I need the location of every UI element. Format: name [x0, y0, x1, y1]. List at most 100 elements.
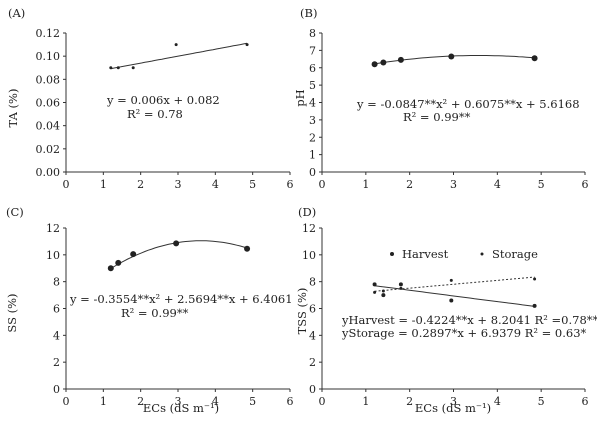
data-point [532, 303, 537, 308]
y-axis-label: pH [293, 89, 307, 106]
x-tick-label: 0 [319, 395, 326, 408]
y-tick-label: 10 [46, 249, 60, 262]
x-axis-label: ECs (dS m⁻¹) [143, 401, 219, 415]
y-tick-label: 0.00 [36, 166, 61, 179]
y-tick-label: 1 [309, 149, 316, 162]
x-tick-label: 6 [582, 178, 589, 191]
x-tick-label: 5 [249, 178, 256, 191]
y-tick-label: 2 [309, 356, 316, 369]
equation-label: R² = 0.78 [127, 107, 183, 121]
data-point [448, 53, 455, 60]
data-point [398, 282, 403, 287]
x-tick-label: 4 [494, 395, 501, 408]
chart-panel: 0.00 0.02 0.04 0.06 0.08 0.10 0.12 0 1 2 3 4 5 6 (A) TA… [6, 6, 294, 191]
x-tick-label: 0 [63, 178, 70, 191]
x-tick-label: 6 [582, 395, 589, 408]
y-tick-label: 8 [309, 276, 316, 289]
y-tick-label: 2 [309, 131, 316, 144]
y-tick-label: 4 [309, 329, 316, 342]
data-point [107, 265, 114, 272]
data-point [381, 289, 385, 293]
y-tick-label: 0 [53, 383, 60, 396]
data-point [173, 240, 180, 247]
data-point [372, 282, 377, 287]
y-tick-label: 0.04 [36, 120, 61, 133]
y-tick-label: 8 [309, 27, 316, 40]
x-axis-label: ECs (dS m⁻¹) [415, 401, 491, 415]
y-tick-label: 0 [309, 383, 316, 396]
y-tick-label: 0.08 [36, 73, 61, 86]
y-axis-label: TSS (%) [295, 288, 309, 335]
data-point [131, 66, 135, 70]
x-tick-label: 2 [137, 178, 144, 191]
panel-label: (A) [8, 6, 25, 20]
x-tick-label: 2 [406, 178, 413, 191]
x-tick-label: 3 [450, 395, 457, 408]
x-tick-label: 0 [319, 178, 326, 191]
x-tick-label: 6 [287, 395, 294, 408]
data-point [449, 298, 454, 303]
data-point [244, 245, 251, 252]
y-tick-label: 5 [309, 79, 316, 92]
data-point [380, 59, 387, 66]
data-point [533, 277, 537, 281]
y-tick-label: 12 [302, 222, 316, 235]
data-point [399, 286, 403, 290]
y-tick-label: 2 [53, 356, 60, 369]
legend-label: Storage [492, 247, 538, 261]
data-point [115, 259, 122, 266]
data-point [373, 290, 377, 294]
equation-label: y = 0.006x + 0.082 [106, 93, 220, 107]
x-tick-label: 6 [287, 178, 294, 191]
y-tick-label: 6 [53, 303, 60, 316]
data-point [397, 56, 404, 63]
y-tick-label: 4 [309, 97, 316, 110]
x-tick-label: 2 [406, 395, 413, 408]
legend-label: Harvest [402, 247, 449, 261]
y-tick-label: 0.02 [36, 143, 61, 156]
equation-label: yHarvest = -0.4224**x + 8.2041 R² =0.78*… [341, 313, 597, 327]
data-point [130, 251, 137, 258]
x-tick-label: 2 [137, 395, 144, 408]
data-point [371, 61, 378, 68]
data-point [449, 278, 453, 282]
equation-label: y = -0.3554**x² + 2.5694**x + 6.4061 [69, 292, 293, 306]
y-tick-label: 8 [53, 276, 60, 289]
data-point [174, 43, 178, 47]
x-tick-label: 4 [212, 178, 219, 191]
y-tick-label: 4 [53, 329, 60, 342]
x-tick-label: 5 [249, 395, 256, 408]
x-tick-label: 1 [362, 178, 369, 191]
y-tick-label: 6 [309, 303, 316, 316]
x-tick-label: 4 [212, 395, 219, 408]
legend-marker [390, 252, 394, 256]
y-tick-label: 7 [309, 44, 316, 57]
x-tick-label: 1 [100, 178, 107, 191]
data-point [245, 43, 249, 47]
y-tick-label: 12 [46, 222, 60, 235]
x-tick-label: 1 [100, 395, 107, 408]
data-point [531, 55, 538, 62]
equation-label: R² = 0.99** [121, 306, 189, 320]
x-tick-label: 5 [538, 395, 545, 408]
x-tick-label: 3 [175, 178, 182, 191]
y-tick-label: 0 [309, 166, 316, 179]
equation-label: yStorage = 0.2897*x + 6.9379 R² = 0.63* [341, 326, 587, 340]
y-tick-label: 3 [309, 114, 316, 127]
y-tick-label: 0.12 [36, 27, 61, 40]
legend: Harvest Storage [390, 247, 538, 261]
data-point [116, 66, 120, 70]
data-point [381, 293, 386, 298]
equation-label: y = -0.0847**x² + 0.6075**x + 5.6168 [356, 97, 580, 111]
x-tick-label: 0 [63, 395, 70, 408]
y-tick-label: 0.06 [36, 97, 61, 110]
y-axis-label: SS (%) [5, 293, 19, 332]
chart-panel: 0 1 2 3 4 5 6 7 8 0 1 2 3 4 5 6 (B) pH y = -0.0847**x² + 0… [293, 6, 589, 191]
x-tick-label: 4 [494, 178, 501, 191]
trend-line [110, 42, 248, 70]
panel-label: (D) [298, 205, 316, 219]
data-point [109, 66, 113, 70]
trend-line [374, 276, 535, 292]
